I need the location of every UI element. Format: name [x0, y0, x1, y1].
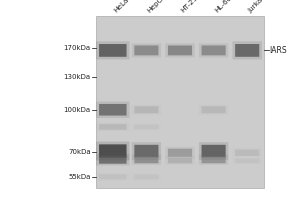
Text: 55kDa: 55kDa: [68, 174, 91, 180]
FancyBboxPatch shape: [96, 41, 130, 59]
Text: 100kDa: 100kDa: [64, 107, 91, 113]
Text: Jurkat: Jurkat: [247, 0, 266, 14]
FancyBboxPatch shape: [134, 125, 158, 129]
FancyBboxPatch shape: [132, 105, 161, 115]
Text: 130kDa: 130kDa: [64, 74, 91, 80]
FancyBboxPatch shape: [168, 149, 192, 157]
FancyBboxPatch shape: [235, 158, 259, 163]
FancyBboxPatch shape: [99, 44, 127, 57]
Text: HeLa: HeLa: [113, 0, 130, 14]
Text: HL-60: HL-60: [214, 0, 233, 14]
FancyBboxPatch shape: [199, 43, 228, 57]
Bar: [96, 16, 264, 188]
FancyBboxPatch shape: [134, 174, 158, 179]
FancyBboxPatch shape: [99, 156, 127, 164]
FancyBboxPatch shape: [235, 44, 259, 57]
FancyBboxPatch shape: [132, 154, 161, 165]
FancyBboxPatch shape: [134, 145, 158, 157]
FancyBboxPatch shape: [168, 45, 192, 55]
FancyBboxPatch shape: [165, 156, 195, 164]
FancyBboxPatch shape: [99, 124, 127, 130]
FancyBboxPatch shape: [96, 102, 130, 118]
FancyBboxPatch shape: [96, 142, 130, 160]
FancyBboxPatch shape: [199, 105, 228, 115]
FancyBboxPatch shape: [96, 154, 130, 165]
FancyBboxPatch shape: [202, 145, 226, 157]
FancyBboxPatch shape: [99, 144, 127, 158]
FancyBboxPatch shape: [202, 106, 226, 113]
FancyBboxPatch shape: [199, 142, 228, 160]
FancyBboxPatch shape: [168, 158, 192, 163]
Text: HT-29: HT-29: [180, 0, 199, 14]
FancyBboxPatch shape: [99, 174, 127, 179]
FancyBboxPatch shape: [165, 43, 195, 57]
FancyBboxPatch shape: [96, 173, 130, 181]
FancyBboxPatch shape: [132, 43, 161, 57]
FancyBboxPatch shape: [134, 106, 158, 113]
FancyBboxPatch shape: [165, 147, 195, 159]
FancyBboxPatch shape: [134, 45, 158, 55]
FancyBboxPatch shape: [96, 123, 130, 131]
Text: HepG2: HepG2: [146, 0, 168, 14]
FancyBboxPatch shape: [235, 150, 259, 156]
Text: 170kDa: 170kDa: [64, 45, 91, 51]
FancyBboxPatch shape: [232, 41, 262, 59]
FancyBboxPatch shape: [99, 104, 127, 116]
FancyBboxPatch shape: [232, 148, 262, 157]
FancyBboxPatch shape: [202, 156, 226, 163]
FancyBboxPatch shape: [132, 142, 161, 160]
FancyBboxPatch shape: [134, 156, 158, 163]
FancyBboxPatch shape: [199, 154, 228, 165]
Text: 70kDa: 70kDa: [68, 149, 91, 155]
FancyBboxPatch shape: [202, 45, 226, 55]
Text: IARS: IARS: [269, 46, 287, 55]
